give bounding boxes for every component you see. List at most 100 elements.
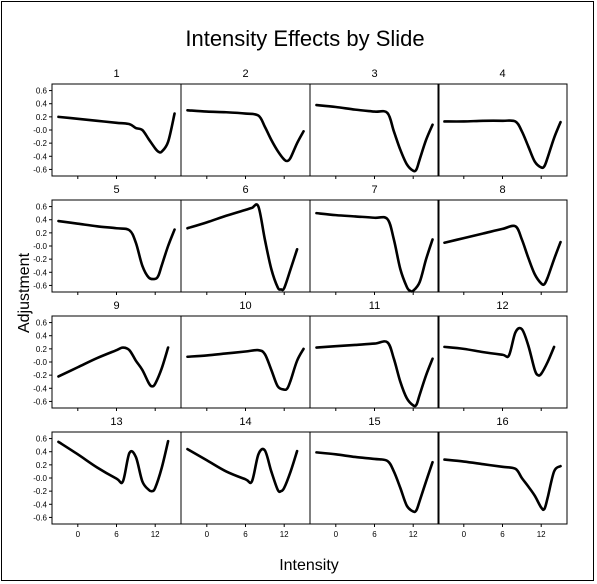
series-line [315,340,434,408]
panel-label: 4 [499,68,505,80]
y-tick-label: -0.0 [33,474,47,483]
x-tick-label: 0 [462,530,467,539]
y-tick-label: 0.4 [36,332,48,341]
y-tick-label: 0.2 [36,461,48,470]
y-tick-label: -0.4 [33,500,47,509]
panel-5: 5 0.6 0.4 0.2 -0.0 -0.2 -0.4 -0.6 [33,184,182,295]
panel-label: 1 [113,68,119,80]
panel-1: 1 0.6 0.4 0.2 -0.0 -0.2 -0.4 -0.6 [33,68,182,179]
panel-4: 4 [437,68,568,179]
panel-7: 7 [309,184,440,295]
panel-label: 16 [496,416,508,428]
series-line [57,346,170,388]
panel-frame [180,83,311,177]
y-tick-label: -0.0 [33,126,47,135]
panel-label: 9 [113,300,119,312]
y-tick-label: 0.2 [36,229,48,238]
panel-12: 12 [437,300,568,411]
series-line [186,347,305,392]
panel-frame [309,431,440,525]
panel-label: 13 [110,416,122,428]
panel-frame [437,83,568,177]
y-tick-label: -0.4 [33,384,47,393]
y-tick-label: 0.4 [36,216,48,225]
panel-label: 12 [496,300,508,312]
panel-label: 2 [242,68,248,80]
panel-frame [180,315,311,409]
y-tick-label: 0.6 [36,435,48,444]
x-tick-label: 12 [280,530,289,539]
series-line [443,224,562,287]
x-tick-label: 6 [243,530,248,539]
series-line [186,203,299,292]
y-tick-label: 0.6 [36,203,48,212]
panel-6: 6 [180,184,311,295]
x-tick-label: 12 [151,530,160,539]
x-tick-label: 12 [409,530,418,539]
y-tick-label: 0.6 [36,87,48,96]
panel-grid: 1 0.6 0.4 0.2 -0.0 -0.2 -0.4 -0.6 2 3 4 5 0.6 0.4 0.2 -… [33,68,568,539]
series-line [315,451,434,514]
panel-label: 6 [242,184,248,196]
x-tick-label: 6 [114,530,119,539]
panel-frame [437,431,568,525]
panel-8: 8 [437,184,568,295]
panel-3: 3 [309,68,440,179]
panel-label: 14 [239,416,251,428]
y-axis-label: Adjustment [16,252,33,333]
panel-11: 11 [309,300,440,411]
series-line [186,108,305,163]
panel-label: 8 [499,184,505,196]
panel-2: 2 [180,68,311,179]
y-tick-label: -0.6 [33,165,47,174]
panel-label: 3 [371,68,377,80]
panel-label: 11 [369,300,380,312]
y-tick-label: -0.2 [33,139,47,148]
y-tick-label: -0.4 [33,152,47,161]
x-tick-label: 0 [205,530,210,539]
chart-title: Intensity Effects by Slide [185,26,424,51]
panel-label: 10 [239,300,251,312]
x-tick-label: 12 [537,530,546,539]
panel-9: 9 0.6 0.4 0.2 -0.0 -0.2 -0.4 -0.6 [33,300,182,411]
y-tick-label: 0.2 [36,113,48,122]
series-line [186,447,299,494]
y-tick-label: 0.4 [36,448,48,457]
y-tick-label: 0.4 [36,100,48,109]
panel-frame [51,199,182,293]
y-tick-label: -0.6 [33,397,47,406]
panel-label: 5 [113,184,119,196]
y-tick-label: -0.6 [33,281,47,290]
panel-10: 10 [180,300,311,411]
series-line [443,458,562,512]
y-tick-label: 0.6 [36,319,48,328]
panel-15: 15 0 6 12 [309,416,440,539]
panel-frame [180,199,311,293]
y-tick-label: -0.4 [33,268,47,277]
panel-label: 7 [371,184,377,196]
panel-14: 14 0 6 12 [180,416,311,539]
series-line [57,112,176,154]
series-line [443,326,556,377]
panel-label: 15 [368,416,380,428]
panel-16: 16 0 6 12 [437,416,568,539]
series-line [315,211,434,293]
y-tick-label: 0.2 [36,345,48,354]
series-line [57,219,176,281]
y-tick-label: -0.0 [33,358,47,367]
y-tick-label: -0.6 [33,513,47,522]
x-axis-label: Intensity [279,557,339,574]
y-tick-label: -0.2 [33,371,47,380]
y-tick-label: -0.2 [33,255,47,264]
panel-frame [51,83,182,177]
x-tick-label: 6 [372,530,377,539]
series-line [57,439,170,493]
panel-13: 13 0.6 0.4 0.2 -0.0 -0.2 -0.4 -0.6 0 6 12 [33,416,182,539]
y-tick-label: -0.2 [33,487,47,496]
series-line [315,103,434,173]
series-line [443,119,562,170]
panel-frame [51,315,182,409]
x-tick-label: 6 [500,530,505,539]
